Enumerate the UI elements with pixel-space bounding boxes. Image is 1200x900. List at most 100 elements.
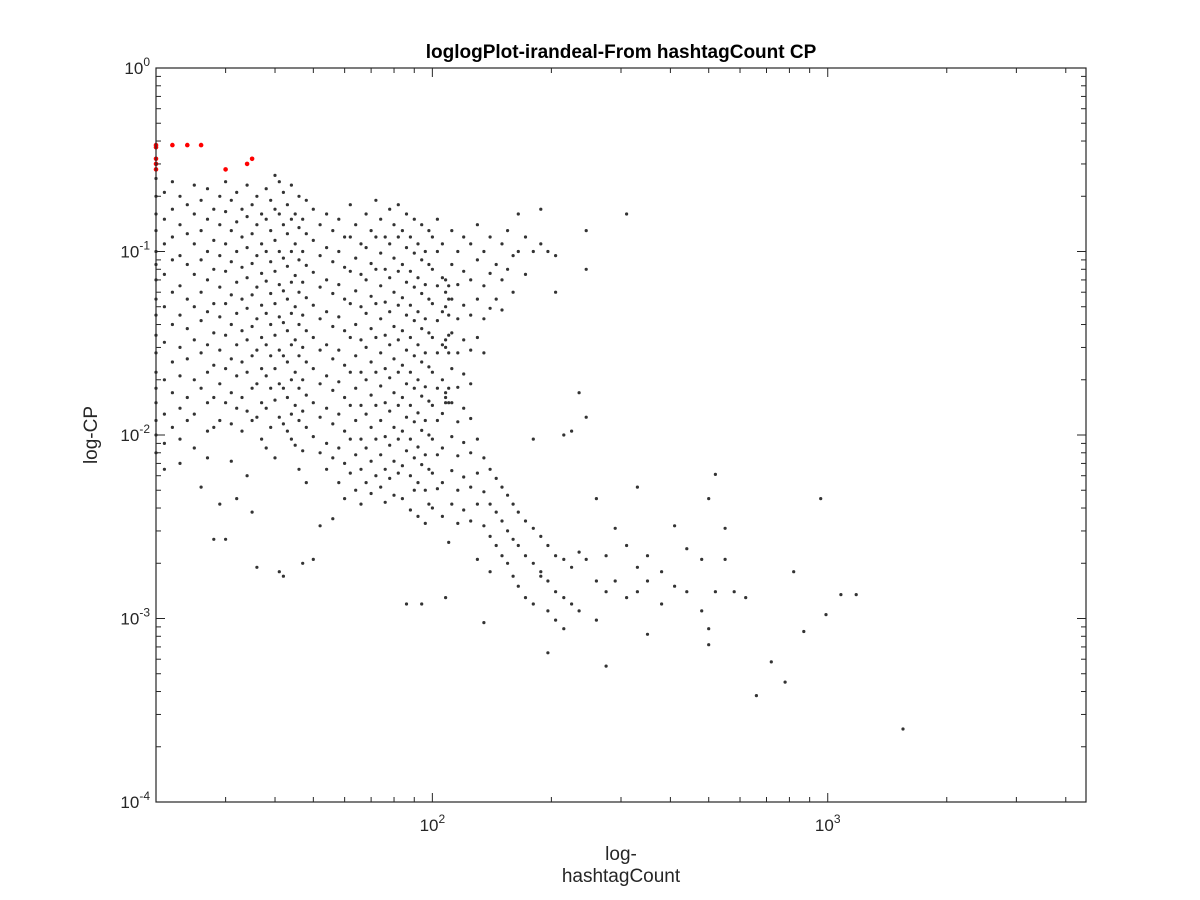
data-point — [364, 212, 368, 216]
data-point — [613, 579, 617, 583]
data-point — [285, 395, 289, 400]
data-point — [325, 246, 329, 250]
data-point — [400, 395, 404, 400]
data-point — [423, 351, 427, 355]
data-point — [198, 142, 204, 148]
data-point — [700, 557, 704, 562]
data-point — [218, 382, 222, 386]
data-point — [427, 229, 431, 233]
data-point — [594, 618, 599, 622]
data-point — [523, 272, 528, 276]
data-point — [379, 284, 383, 288]
data-point — [277, 283, 281, 287]
data-point — [170, 258, 174, 262]
data-point — [469, 242, 473, 246]
data-point — [170, 235, 174, 239]
data-point — [293, 242, 297, 246]
data-point — [383, 467, 387, 471]
data-point — [348, 269, 352, 273]
data-point — [269, 322, 273, 327]
data-point — [444, 395, 448, 400]
data-point — [250, 324, 254, 329]
data-point — [354, 289, 358, 293]
data-point — [404, 280, 409, 284]
data-point — [700, 609, 704, 613]
data-point — [427, 297, 431, 301]
data-point — [229, 229, 233, 233]
data-point — [440, 481, 444, 485]
data-point — [273, 173, 277, 177]
data-point — [645, 554, 650, 558]
data-point — [475, 258, 479, 262]
data-point — [539, 242, 543, 246]
y-tick-label: 10-3 — [120, 606, 150, 629]
data-point — [318, 348, 322, 352]
data-point — [469, 278, 473, 282]
data-point — [343, 497, 347, 501]
data-point — [331, 422, 335, 426]
data-point — [212, 302, 216, 306]
data-point — [192, 242, 196, 246]
data-point — [723, 526, 727, 530]
data-point — [625, 596, 629, 600]
data-point — [584, 229, 588, 233]
data-point — [554, 290, 558, 294]
data-point — [416, 411, 420, 415]
data-point — [383, 267, 387, 271]
data-point — [379, 384, 383, 388]
data-point — [325, 310, 329, 314]
data-point — [245, 306, 249, 310]
data-point — [554, 254, 558, 258]
data-point — [511, 254, 515, 258]
data-point — [235, 190, 239, 194]
data-point — [427, 262, 431, 267]
data-point — [447, 284, 451, 288]
data-point — [364, 345, 368, 349]
data-point — [625, 212, 629, 216]
data-point — [199, 258, 203, 262]
data-point — [359, 272, 363, 276]
data-point — [427, 433, 431, 437]
data-point — [420, 602, 424, 606]
data-point — [264, 446, 268, 450]
data-point — [412, 354, 416, 358]
data-point — [359, 242, 363, 246]
data-point — [839, 593, 843, 597]
data-point — [447, 297, 451, 301]
data-point — [604, 554, 608, 558]
data-point — [178, 374, 182, 378]
data-point — [374, 403, 378, 407]
data-point — [281, 289, 285, 293]
y-tick-label: 100 — [124, 55, 150, 78]
data-point — [435, 319, 439, 323]
data-point — [427, 331, 431, 335]
data-point — [516, 249, 520, 254]
x-axis-label-line1: log- — [605, 844, 637, 865]
data-point — [488, 271, 492, 275]
data-point — [229, 357, 233, 361]
data-point — [285, 429, 289, 433]
x-tick-label: 102 — [420, 812, 446, 835]
data-point — [396, 235, 400, 239]
data-point — [348, 437, 352, 441]
data-point — [281, 223, 285, 227]
data-point — [178, 284, 182, 288]
data-point — [450, 297, 454, 301]
data-point — [269, 229, 273, 233]
data-point — [218, 223, 222, 227]
data-point — [240, 265, 244, 269]
data-point — [374, 370, 378, 374]
data-point — [500, 308, 504, 312]
data-point — [444, 345, 448, 349]
data-point — [500, 242, 504, 246]
data-point — [249, 156, 255, 162]
data-point — [311, 335, 315, 340]
data-point — [192, 183, 196, 187]
data-point — [235, 220, 239, 224]
data-point — [260, 437, 264, 441]
data-point — [240, 235, 244, 239]
data-point — [577, 550, 581, 554]
data-point — [244, 161, 250, 167]
data-point — [301, 313, 305, 317]
data-point — [224, 180, 228, 184]
